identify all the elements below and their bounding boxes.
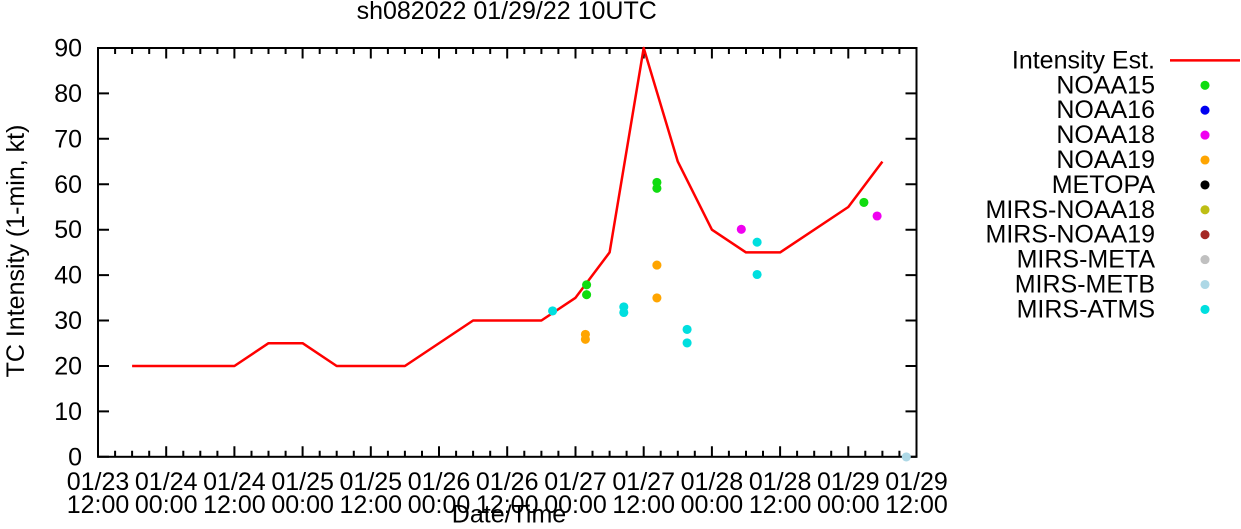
- svg-text:01/24: 01/24: [203, 468, 266, 496]
- svg-text:12:00: 12:00: [749, 491, 812, 519]
- svg-text:01/24: 01/24: [135, 468, 198, 496]
- svg-text:NOAA15: NOAA15: [1056, 71, 1155, 99]
- svg-text:MIRS-METB: MIRS-METB: [1015, 271, 1155, 299]
- svg-text:60: 60: [54, 171, 82, 199]
- svg-text:01/29: 01/29: [817, 468, 880, 496]
- svg-text:00:00: 00:00: [544, 491, 607, 519]
- svg-text:MIRS-NOAA19: MIRS-NOAA19: [986, 221, 1155, 249]
- svg-text:00:00: 00:00: [135, 491, 198, 519]
- svg-text:Intensity Est.: Intensity Est.: [1012, 46, 1155, 74]
- svg-text:70: 70: [54, 125, 82, 153]
- svg-text:12:00: 12:00: [203, 491, 266, 519]
- svg-text:12:00: 12:00: [340, 491, 403, 519]
- svg-text:MIRS-NOAA18: MIRS-NOAA18: [986, 196, 1155, 224]
- svg-text:01/27: 01/27: [612, 468, 675, 496]
- svg-text:01/26: 01/26: [408, 468, 471, 496]
- svg-text:TC Intensity (1-min, kt): TC Intensity (1-min, kt): [2, 125, 30, 378]
- svg-text:40: 40: [54, 262, 82, 290]
- svg-text:12:00: 12:00: [885, 491, 948, 519]
- svg-text:01/28: 01/28: [749, 468, 812, 496]
- svg-text:01/28: 01/28: [681, 468, 744, 496]
- svg-text:12:00: 12:00: [476, 491, 539, 519]
- svg-text:10: 10: [54, 398, 82, 426]
- svg-text:00:00: 00:00: [681, 491, 744, 519]
- svg-text:01/25: 01/25: [271, 468, 334, 496]
- svg-text:80: 80: [54, 80, 82, 108]
- svg-text:Date/Time: Date/Time: [452, 501, 566, 529]
- svg-text:01/26: 01/26: [476, 468, 539, 496]
- svg-text:METOPA: METOPA: [1052, 171, 1156, 199]
- svg-text:90: 90: [54, 35, 82, 63]
- svg-text:MIRS-META: MIRS-META: [1017, 246, 1156, 274]
- svg-text:01/23: 01/23: [67, 468, 130, 496]
- svg-text:20: 20: [54, 353, 82, 381]
- svg-text:01/25: 01/25: [340, 468, 403, 496]
- svg-text:00:00: 00:00: [271, 491, 334, 519]
- svg-text:12:00: 12:00: [67, 491, 130, 519]
- svg-text:30: 30: [54, 307, 82, 335]
- svg-text:NOAA18: NOAA18: [1056, 121, 1155, 149]
- svg-text:sh082022 01/29/22 10UTC: sh082022 01/29/22 10UTC: [357, 0, 657, 25]
- svg-text:MIRS-ATMS: MIRS-ATMS: [1017, 295, 1155, 323]
- svg-text:00:00: 00:00: [817, 491, 880, 519]
- svg-text:NOAA16: NOAA16: [1056, 96, 1155, 124]
- svg-text:NOAA19: NOAA19: [1056, 146, 1155, 174]
- svg-text:50: 50: [54, 216, 82, 244]
- svg-text:01/27: 01/27: [544, 468, 607, 496]
- svg-text:01/29: 01/29: [885, 468, 948, 496]
- svg-text:0: 0: [68, 443, 82, 471]
- svg-text:12:00: 12:00: [612, 491, 675, 519]
- svg-text:00:00: 00:00: [408, 491, 471, 519]
